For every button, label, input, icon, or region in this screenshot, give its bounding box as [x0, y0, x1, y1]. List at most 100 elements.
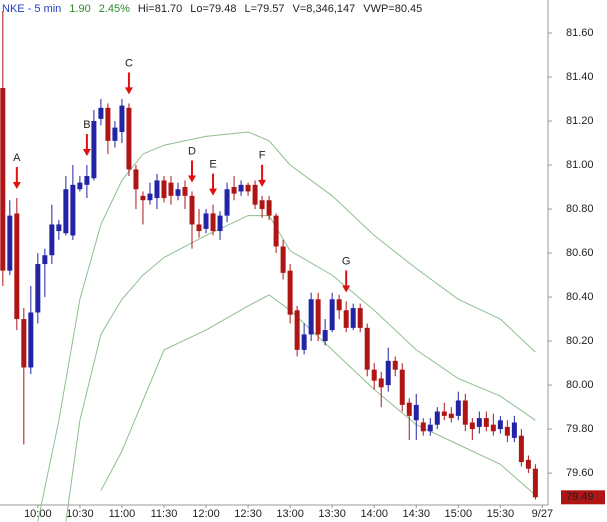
candle-body — [63, 189, 69, 234]
candle-body — [469, 422, 475, 430]
candle-body — [14, 213, 20, 320]
y-tick-label: 81.00 — [566, 159, 594, 171]
candle-body — [490, 424, 496, 432]
candle-body — [427, 424, 433, 432]
x-tick-label: 15:30 — [487, 508, 515, 520]
annotation-label: F — [259, 150, 266, 162]
last-price-label: 79.49 — [566, 491, 594, 503]
candle-body — [147, 193, 153, 201]
candle-body — [378, 378, 384, 388]
candle-body — [70, 184, 76, 236]
candle-body — [406, 402, 412, 416]
candle-body — [133, 169, 139, 190]
candle-body — [518, 435, 524, 463]
candle-body — [420, 422, 426, 432]
candle-body — [231, 187, 237, 194]
candle-body — [371, 369, 377, 381]
candle-body — [140, 195, 146, 201]
candle-body — [392, 360, 398, 370]
candle-body — [154, 180, 160, 199]
band-line — [100, 294, 536, 496]
candle-body — [98, 107, 104, 119]
y-tick-label: 80.60 — [566, 247, 594, 259]
y-tick-label: 81.20 — [566, 115, 594, 127]
candle-body — [504, 426, 510, 436]
candle-body — [364, 327, 370, 370]
candle-body — [245, 184, 251, 192]
last-price-box — [561, 490, 605, 505]
candle-body — [399, 369, 405, 405]
header-stat: Hi=81.70 — [138, 3, 182, 15]
candle-body — [413, 404, 419, 421]
candle-body — [0, 88, 6, 271]
annotation-label: C — [125, 57, 133, 69]
header: NKE - 5 min 1.90 2.45% Hi=81.70 Lo=79.48 L=79… — [2, 3, 422, 15]
y-tick-label: 80.80 — [566, 203, 594, 215]
candle-body — [301, 334, 307, 350]
candle-body — [112, 127, 118, 141]
candle-body — [294, 310, 300, 350]
x-tick-label: 15:00 — [445, 508, 473, 520]
x-tick-label: 12:00 — [192, 508, 220, 520]
candle-body — [28, 312, 34, 368]
candle-body — [287, 270, 293, 315]
annotation-label: A — [13, 152, 21, 164]
header-change-pct: 2.45% — [99, 3, 130, 15]
candle-body — [189, 195, 195, 225]
y-tick-label: 80.40 — [566, 291, 594, 303]
candle-body — [182, 187, 188, 196]
x-tick-label: 14:00 — [360, 508, 388, 520]
annotation-label: B — [83, 119, 90, 131]
candle-body — [126, 107, 132, 170]
x-tick-label: 13:30 — [318, 508, 346, 520]
candle-body — [273, 215, 279, 247]
candle-body — [385, 360, 391, 386]
candle-body — [280, 246, 286, 273]
candle-body — [217, 215, 223, 232]
candle-body — [532, 468, 538, 498]
annotation-arrowhead — [12, 182, 21, 190]
candle-body — [56, 224, 62, 232]
candle-body — [448, 413, 454, 419]
candle-body — [357, 308, 363, 328]
candle-body — [497, 420, 503, 430]
candle-body — [42, 255, 48, 265]
candle-body — [511, 422, 517, 438]
candle-body — [525, 459, 531, 469]
y-tick-label: 81.60 — [566, 27, 594, 39]
header-stat: Lo=79.48 — [190, 3, 236, 15]
candle-body — [259, 200, 265, 210]
x-tick-label: 11:00 — [109, 508, 136, 520]
candle-body — [455, 400, 461, 416]
candle-body — [343, 310, 349, 328]
candle-body — [168, 182, 174, 196]
candle-body — [315, 299, 321, 335]
candle-body — [84, 176, 90, 185]
candle-body — [21, 319, 27, 368]
annotation-label: E — [209, 159, 216, 171]
candle-body — [77, 182, 83, 190]
header-ticker: NKE - 5 min — [2, 3, 61, 15]
candle-body — [252, 184, 258, 205]
x-tick-label: 10:00 — [24, 508, 52, 520]
header-stat: VWP=80.45 — [363, 3, 422, 15]
candle-body — [266, 200, 272, 216]
candle-body — [161, 180, 167, 199]
candle-body — [350, 308, 356, 328]
candle-body — [203, 213, 209, 229]
header-stat: L=79.57 — [244, 3, 284, 15]
candle-body — [224, 189, 230, 216]
x-tick-label: 12:30 — [234, 508, 262, 520]
y-tick-label: 80.20 — [566, 335, 594, 347]
annotation-arrowhead — [188, 175, 197, 183]
candle-body — [441, 411, 447, 416]
header-change: 1.90 — [69, 3, 90, 15]
annotation-arrowhead — [342, 285, 351, 293]
band-line — [65, 215, 536, 522]
candle-body — [210, 213, 216, 232]
x-tick-label: 14:30 — [402, 508, 430, 520]
candle-body — [238, 184, 244, 192]
y-tick-label: 79.80 — [566, 423, 594, 435]
annotation-arrowhead — [209, 188, 218, 196]
